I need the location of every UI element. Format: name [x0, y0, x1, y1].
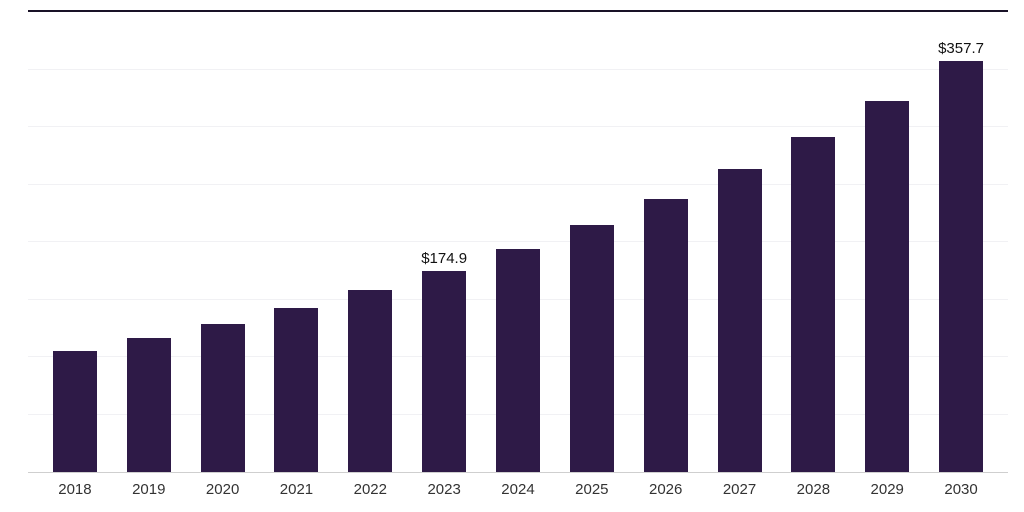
- bar-column: [776, 12, 850, 472]
- x-axis-tick-label: 2027: [722, 481, 757, 498]
- x-axis-tick-label: 2019: [132, 481, 166, 498]
- bar: [274, 308, 319, 472]
- x-axis-tick-label: 2023: [427, 481, 461, 498]
- x-axis-tick-label: 2022: [353, 481, 387, 498]
- x-axis-tick-label: 2025: [575, 481, 609, 498]
- x-axis-tick-label: 2028: [796, 481, 831, 498]
- x-axis-tick-label: 2024: [501, 481, 535, 498]
- bar-column: [186, 12, 260, 472]
- gridline: [28, 241, 1008, 242]
- bar-column: $174.9: [407, 12, 481, 472]
- bar-column: [333, 12, 407, 472]
- bar: [200, 324, 245, 472]
- bar: [939, 60, 984, 472]
- x-axis-tick-label: 2018: [58, 481, 92, 498]
- bar-column: [260, 12, 334, 472]
- x-axis-tick-label: 2026: [648, 481, 683, 498]
- bar-value-label: $174.9: [421, 249, 468, 267]
- x-axis-tick-label: 2020: [205, 481, 240, 498]
- bar-column: [850, 12, 924, 472]
- bar: [791, 136, 836, 472]
- bar-column: [481, 12, 555, 472]
- bar-column: $357.7: [924, 12, 998, 472]
- bars-area: $174.9 $357.7: [38, 12, 998, 472]
- gridline: [28, 68, 1008, 70]
- bar: [422, 270, 467, 472]
- gridline: [28, 183, 1008, 185]
- bar: [126, 338, 171, 472]
- x-axis-tick-label: 2029: [870, 481, 904, 498]
- x-axis-tick-label: 2030: [944, 481, 978, 498]
- bar: [569, 225, 614, 472]
- bar: [495, 249, 540, 472]
- x-axis-tick-label: 2021: [279, 481, 314, 498]
- bar: [717, 169, 762, 472]
- bar-column: [555, 12, 629, 472]
- bar-column: [629, 12, 703, 472]
- bar: [52, 351, 97, 472]
- bar-column: [112, 12, 186, 472]
- gridline: [28, 126, 1008, 127]
- bar-column: [703, 12, 777, 472]
- bar-value-label: $357.7: [938, 39, 984, 57]
- bar: [865, 100, 910, 472]
- bar-column: [38, 12, 112, 472]
- bar: [643, 198, 688, 472]
- x-axis: 2018 2019 2020 2021 2022 2023 2024 2025 2026 2027…: [28, 473, 1008, 498]
- bar: [348, 290, 393, 472]
- bar-chart-plot-area: $174.9 $357.7: [28, 10, 1008, 473]
